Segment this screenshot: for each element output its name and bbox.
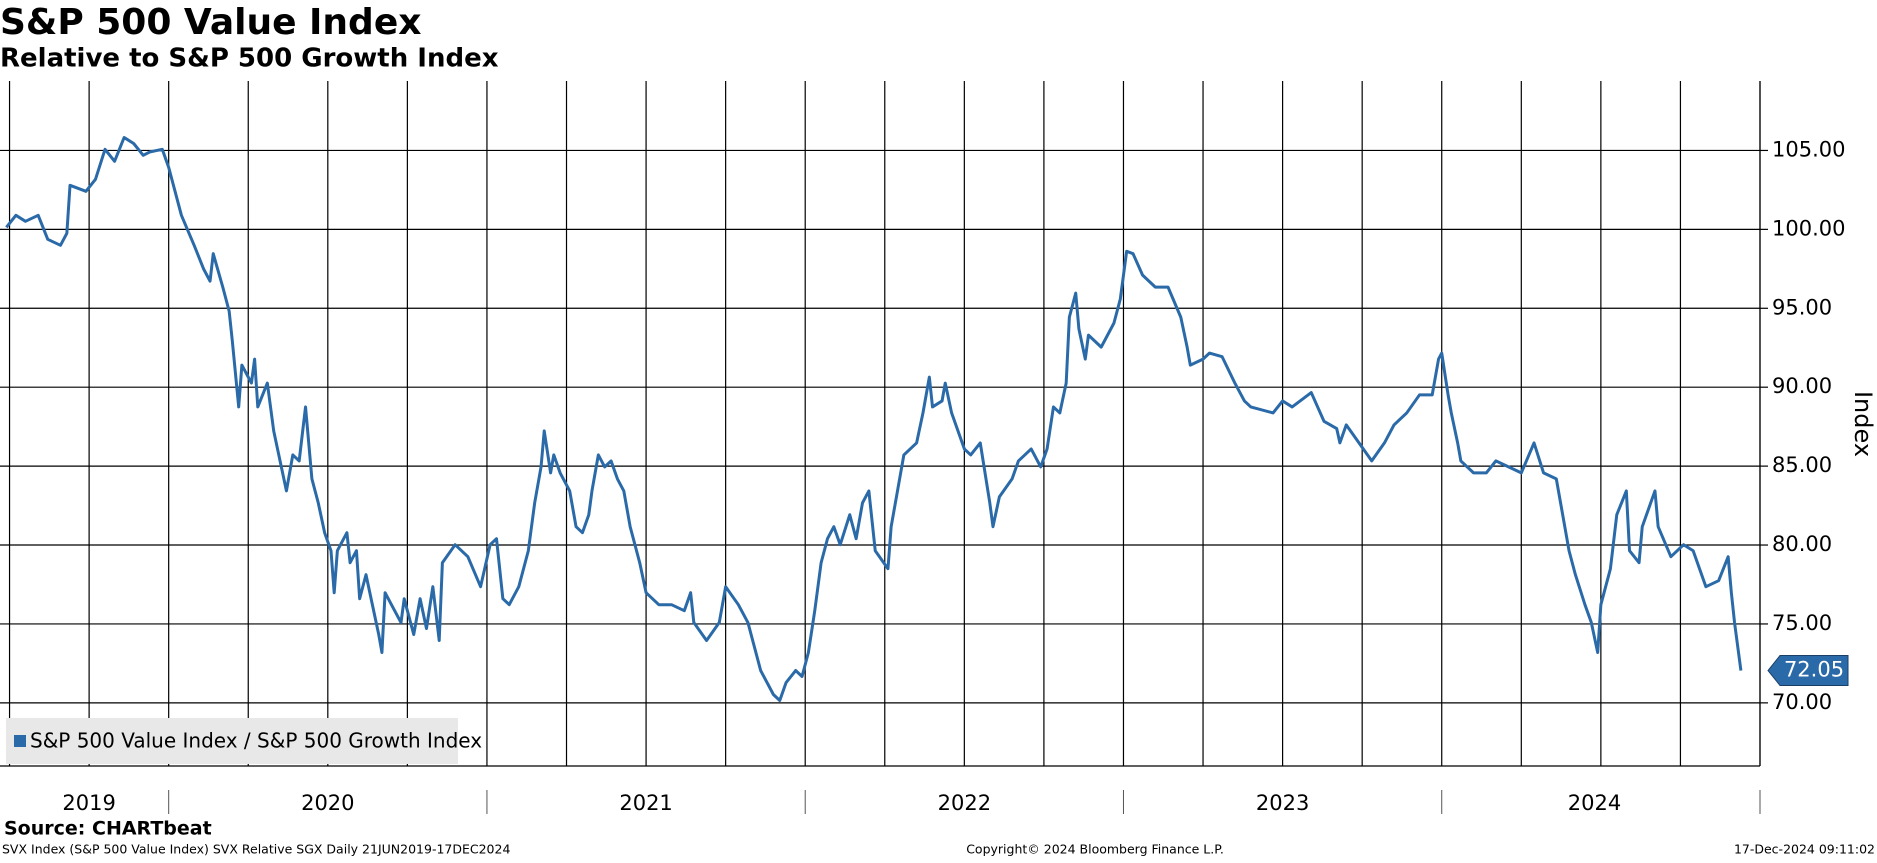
source: Source: CHARTbeat xyxy=(4,818,212,840)
footer-center: Copyright© 2024 Bloomberg Finance L.P. xyxy=(966,842,1224,857)
y-tick-label: 85.00 xyxy=(1772,453,1832,477)
last-value-badge xyxy=(1767,655,1849,687)
x-tick-label: 2024 xyxy=(1568,791,1621,815)
y-tick-label: 75.00 xyxy=(1772,611,1832,635)
footer-left: SVX Index (S&P 500 Value Index) SVX Rela… xyxy=(2,842,510,857)
y-tick-label: 80.00 xyxy=(1772,532,1832,556)
y-tick-label: 100.00 xyxy=(1772,216,1845,240)
y-tick-label: 70.00 xyxy=(1772,690,1832,714)
data-line xyxy=(5,136,1743,702)
x-tick-label: 2022 xyxy=(938,791,991,815)
x-tick-label: 2019 xyxy=(62,791,115,815)
y-tick-label: 95.00 xyxy=(1772,295,1832,319)
chart-subtitle: Relative to S&P 500 Growth Index xyxy=(0,44,499,74)
y-axis-label: Index xyxy=(1849,391,1877,457)
last-value-label: 72.05 xyxy=(1784,658,1844,682)
chart-title: S&P 500 Value Index xyxy=(0,2,421,43)
x-tick-label: 2020 xyxy=(301,791,354,815)
x-tick-label: 2023 xyxy=(1256,791,1309,815)
y-tick-label: 105.00 xyxy=(1772,137,1845,161)
legend-swatch xyxy=(14,735,26,747)
legend-box xyxy=(6,718,458,764)
legend-label: S&P 500 Value Index / S&P 500 Growth Ind… xyxy=(30,729,482,753)
footer-right: 17-Dec-2024 09:11:02 xyxy=(1734,842,1875,857)
x-tick-label: 2021 xyxy=(619,791,672,815)
y-tick-label: 90.00 xyxy=(1772,374,1832,398)
